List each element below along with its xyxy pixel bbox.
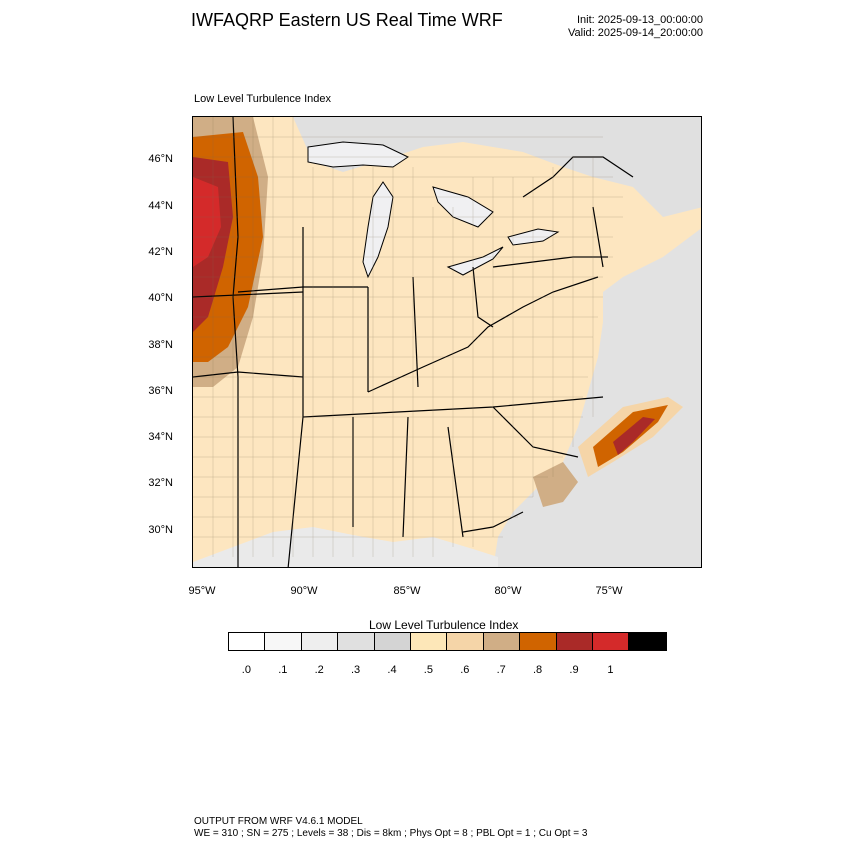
colorbar-swatch	[229, 633, 266, 650]
colorbar-swatch	[447, 633, 484, 650]
lat-label-46n: 46°N	[148, 153, 173, 165]
lat-label-34n: 34°N	[148, 431, 173, 443]
colorbar-tick-label: .9	[569, 664, 579, 676]
lon-label-85w: 85°W	[393, 585, 421, 597]
lat-label-38n: 38°N	[148, 339, 173, 351]
colorbar-tick-label: .5	[423, 664, 433, 676]
lat-label-36n: 36°N	[148, 385, 173, 397]
colorbar-tick-label: .3	[351, 664, 361, 676]
footer-config-line: WE = 310 ; SN = 275 ; Levels = 38 ; Dis …	[194, 828, 588, 839]
colorbar-tick-label: .8	[533, 664, 543, 676]
colorbar	[228, 632, 667, 651]
colorbar-swatch	[592, 633, 630, 650]
lat-label-44n: 44°N	[148, 200, 173, 212]
lat-label-40n: 40°N	[148, 292, 173, 304]
map-panel	[192, 116, 702, 568]
colorbar-swatch	[338, 633, 375, 650]
coastal-region	[533, 462, 578, 507]
lat-label-42n: 42°N	[148, 246, 173, 258]
lon-label-75w: 75°W	[595, 585, 623, 597]
lon-label-90w: 90°W	[290, 585, 318, 597]
init-time: Init: 2025-09-13_00:00:00	[577, 14, 703, 26]
lake-erie	[446, 246, 504, 276]
lon-label-80w: 80°W	[494, 585, 522, 597]
map-canvas	[193, 117, 701, 567]
canada-area	[293, 117, 701, 217]
colorbar-tick-label: .2	[314, 664, 324, 676]
colorbar-swatch	[265, 633, 302, 650]
colorbar-tick-label: .6	[460, 664, 470, 676]
colorbar-swatch	[374, 633, 411, 650]
colorbar-tick-label: .7	[496, 664, 506, 676]
colorbar-swatch	[556, 633, 593, 650]
colorbar-tick-label: .1	[278, 664, 288, 676]
colorbar-title: Low Level Turbulence Index	[369, 618, 519, 632]
turbulence-region-peak	[193, 177, 221, 267]
plot-title: IWFAQRP Eastern US Real Time WRF	[191, 10, 503, 30]
run-times: Init: 2025-09-13_00:00:00 Valid: 2025-09…	[560, 14, 703, 40]
colorbar-swatch	[483, 633, 521, 650]
model-footer: OUTPUT FROM WRF V4.6.1 MODEL WE = 310 ; …	[194, 816, 587, 840]
lat-label-32n: 32°N	[148, 477, 173, 489]
colorbar-swatch	[301, 633, 339, 650]
offshore-region-veryhigh	[613, 417, 655, 455]
colorbar-swatch	[410, 633, 448, 650]
valid-time: Valid: 2025-09-14_20:00:00	[568, 27, 703, 39]
colorbar-tick-label: .0	[241, 664, 251, 676]
lat-label-30n: 30°N	[148, 524, 173, 536]
colorbar-swatch	[520, 633, 557, 650]
footer-model-line: OUTPUT FROM WRF V4.6.1 MODEL	[194, 816, 363, 827]
colorbar-tick-label: .4	[387, 664, 397, 676]
lon-label-95w: 95°W	[188, 585, 216, 597]
county-grid	[193, 117, 623, 557]
field-label: Low Level Turbulence Index	[194, 93, 331, 105]
colorbar-tick-label: 1	[607, 664, 614, 676]
colorbar-swatch	[629, 633, 666, 650]
